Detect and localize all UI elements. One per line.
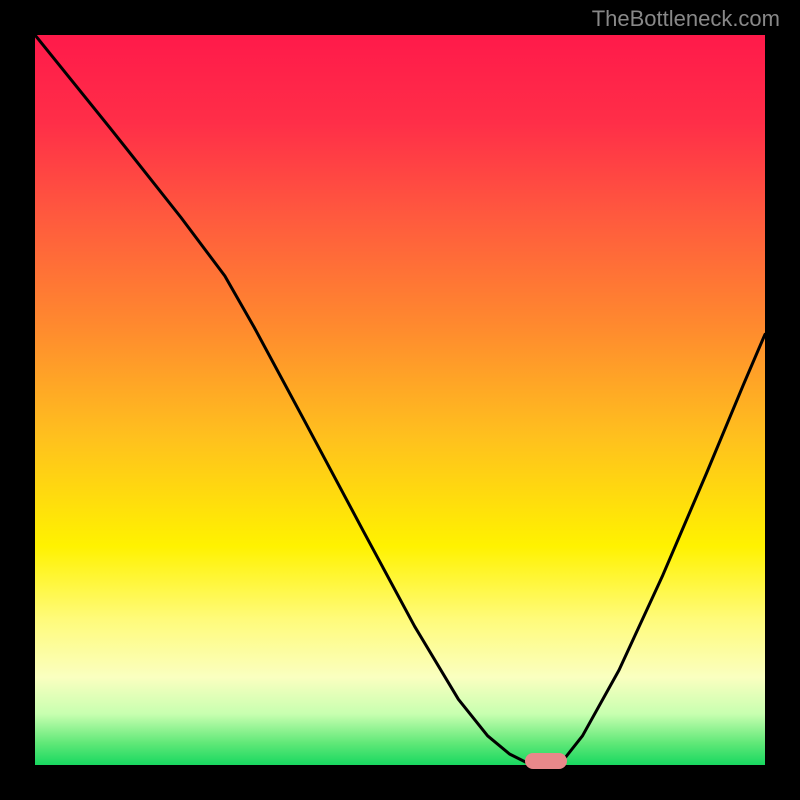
watermark-text: TheBottleneck.com [592, 6, 780, 32]
bottleneck-marker [525, 753, 567, 769]
plot-area [35, 35, 765, 765]
curve-line [35, 35, 765, 765]
